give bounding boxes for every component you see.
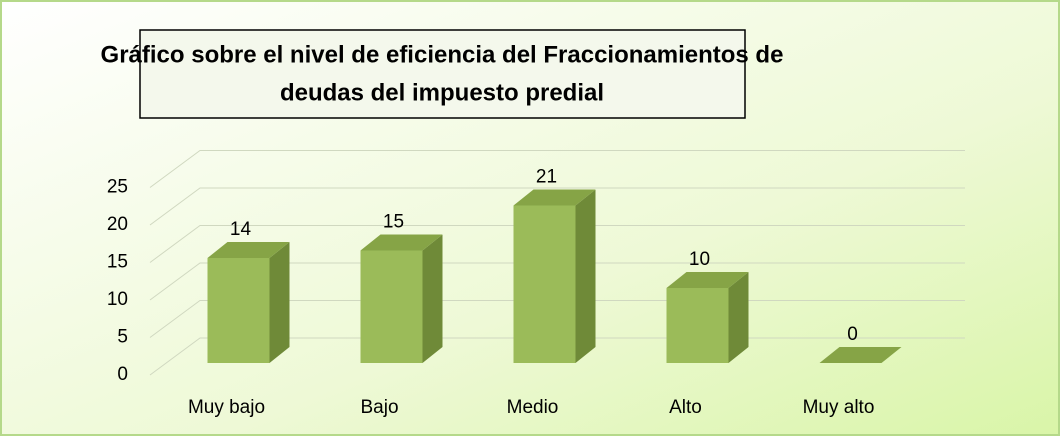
bar-side	[728, 272, 749, 363]
y-tick-label: 5	[117, 327, 128, 348]
y-tick-label: 20	[107, 214, 128, 235]
y-tick-label: 25	[107, 177, 128, 198]
bar	[360, 234, 443, 363]
bar-side	[422, 234, 443, 363]
bar-front	[666, 288, 729, 363]
y-tick-label: 0	[117, 364, 128, 385]
grid-line	[149, 225, 965, 263]
bars	[207, 189, 902, 363]
bar-front	[513, 205, 576, 363]
bar-top	[207, 242, 290, 258]
bar-top	[513, 189, 596, 206]
chart-title: Gráfico sobre el nivel de eficiencia del…	[101, 41, 784, 68]
grid-line	[149, 150, 965, 188]
bar-front	[207, 258, 270, 363]
title-box	[139, 29, 746, 119]
y-tick-label: 15	[107, 252, 128, 273]
data-label: 0	[847, 324, 858, 345]
grid-line	[149, 262, 965, 301]
bar	[666, 272, 749, 363]
x-tick-label: Muy bajo	[188, 397, 265, 418]
x-tick-label: Medio	[507, 397, 559, 418]
bar-side	[269, 242, 290, 363]
bar-front	[360, 250, 423, 363]
bar-side	[575, 189, 596, 363]
y-tick-label: 10	[107, 289, 128, 310]
data-label: 14	[230, 219, 252, 240]
x-tick-label: Alto	[669, 397, 702, 418]
bar	[207, 242, 290, 363]
bar-top	[666, 272, 749, 288]
x-tick-label: Bajo	[360, 397, 398, 418]
chart-title: deudas del impuesto predial	[280, 79, 604, 106]
bar-top	[360, 234, 443, 251]
grid-line	[149, 187, 965, 226]
bar	[819, 347, 902, 363]
x-tick-label: Muy alto	[803, 397, 875, 418]
data-label: 15	[383, 212, 404, 233]
data-label: 10	[689, 249, 710, 270]
data-label: 21	[536, 167, 557, 188]
bar-top	[819, 347, 902, 363]
bar	[513, 189, 596, 363]
